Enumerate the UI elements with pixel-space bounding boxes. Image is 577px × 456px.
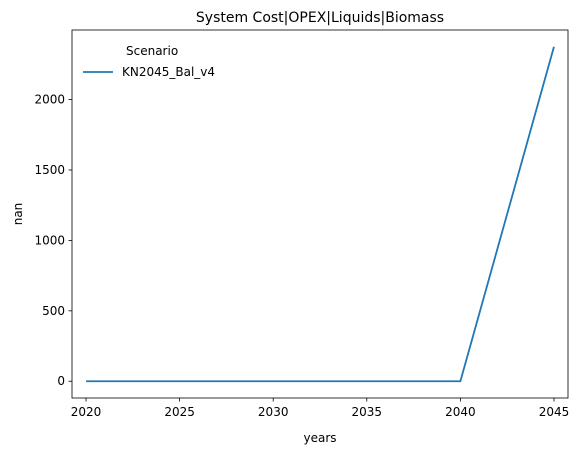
- chart-title: System Cost|OPEX|Liquids|Biomass: [196, 10, 444, 26]
- legend-series-label: KN2045_Bal_v4: [122, 65, 215, 79]
- x-tick-label: 2020: [71, 405, 102, 419]
- y-axis-ticks: 0 500 1000 1500 2000: [34, 93, 72, 389]
- y-tick-label: 0: [57, 374, 65, 388]
- x-tick-label: 2035: [352, 405, 383, 419]
- y-axis-label: nan: [11, 203, 25, 226]
- y-tick-label: 1000: [34, 233, 65, 247]
- x-tick-label: 2040: [445, 405, 476, 419]
- y-tick-label: 1500: [34, 163, 65, 177]
- x-tick-label: 2045: [539, 405, 570, 419]
- x-axis-label: years: [303, 431, 336, 445]
- plot-background: [72, 30, 568, 398]
- x-tick-label: 2025: [164, 405, 195, 419]
- y-tick-label: 2000: [34, 93, 65, 107]
- x-axis-ticks: 2020 2025 2030 2035 2040 2045: [71, 398, 569, 419]
- y-tick-label: 500: [42, 304, 65, 318]
- legend-title: Scenario: [126, 44, 178, 58]
- x-tick-label: 2030: [258, 405, 289, 419]
